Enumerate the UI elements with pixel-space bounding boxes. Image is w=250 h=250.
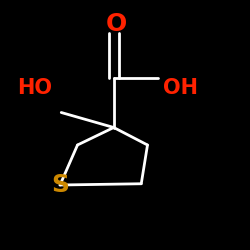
Text: S: S xyxy=(51,173,69,197)
Text: HO: HO xyxy=(18,78,52,98)
Text: OH: OH xyxy=(162,78,198,98)
Text: O: O xyxy=(106,12,127,36)
